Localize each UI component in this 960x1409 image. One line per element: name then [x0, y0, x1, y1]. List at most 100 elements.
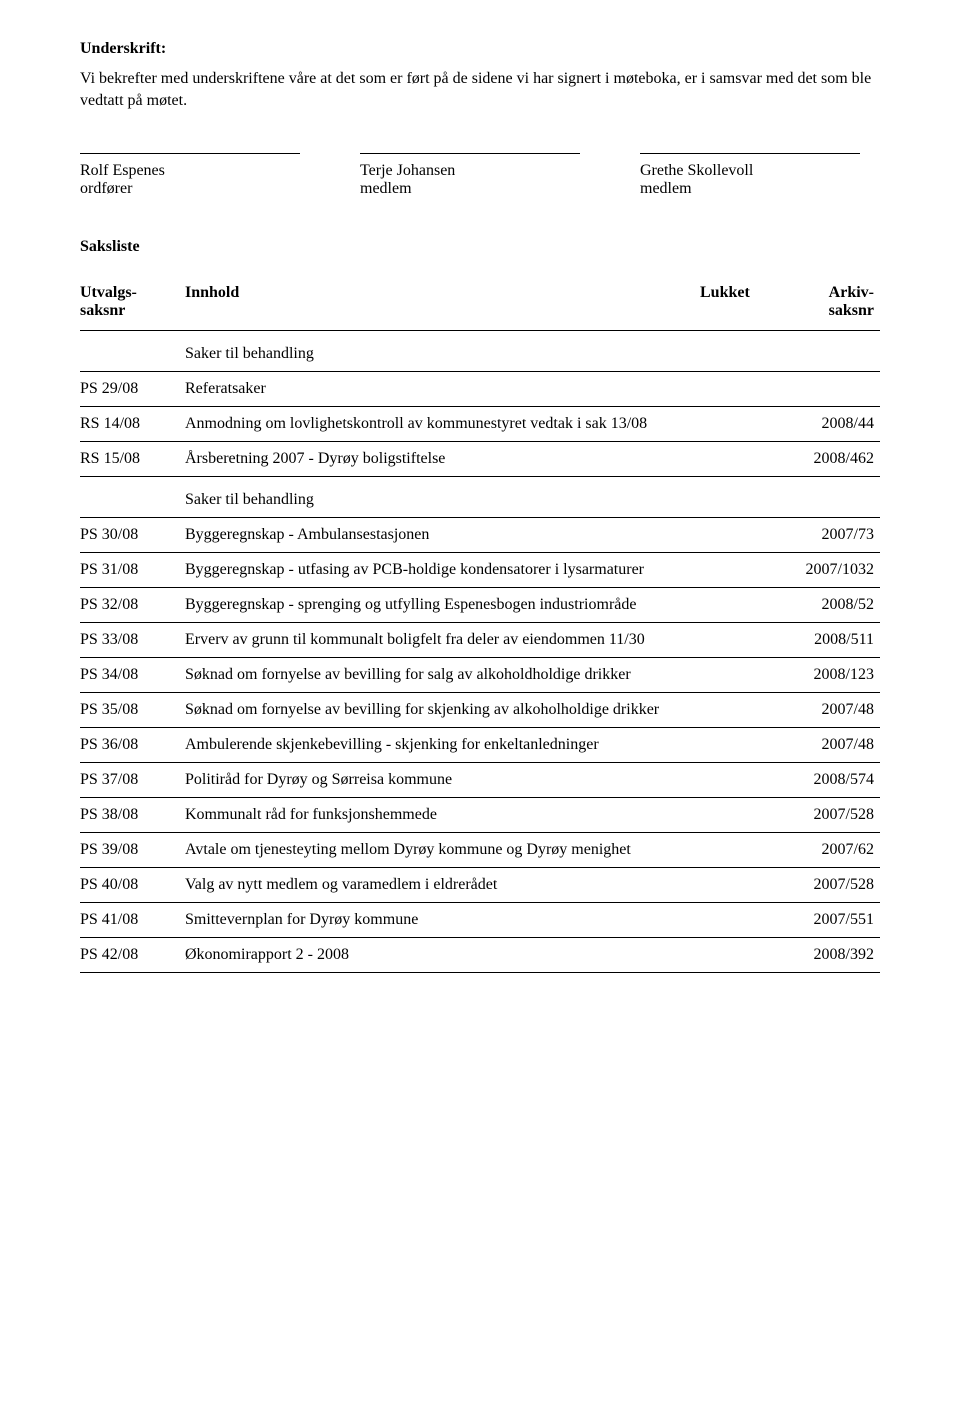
cell-innhold: Avtale om tjenesteyting mellom Dyrøy kom…	[185, 832, 700, 867]
cell-utvalg: PS 29/08	[80, 371, 185, 406]
cell-arkiv: 2007/48	[780, 727, 880, 762]
cell-arkiv: 2007/62	[780, 832, 880, 867]
cell-lukket	[700, 692, 780, 727]
cell-utvalg: PS 33/08	[80, 622, 185, 657]
section-row: Saker til behandling	[80, 476, 880, 517]
cell-utvalg: RS 14/08	[80, 406, 185, 441]
signature-names: Rolf Espenes ordfører Terje Johansen med…	[80, 162, 880, 198]
cell-innhold: Referatsaker	[185, 371, 700, 406]
cell-arkiv: 2007/73	[780, 517, 880, 552]
cell-arkiv: 2008/123	[780, 657, 880, 692]
cell-arkiv: 2007/48	[780, 692, 880, 727]
signature-lines	[80, 153, 880, 154]
cell-innhold: Årsberetning 2007 - Dyrøy boligstiftelse	[185, 441, 700, 476]
cell-utvalg: RS 15/08	[80, 441, 185, 476]
signer-name: Terje Johansen	[360, 162, 580, 180]
cell-utvalg: PS 36/08	[80, 727, 185, 762]
cell-lukket	[700, 727, 780, 762]
col-header-lukket: Lukket	[700, 276, 780, 331]
cell-lukket	[700, 902, 780, 937]
section-label: Saker til behandling	[185, 476, 700, 517]
cell-utvalg: PS 37/08	[80, 762, 185, 797]
signature-line	[640, 153, 860, 154]
cell-arkiv: 2008/574	[780, 762, 880, 797]
underskrift-heading: Underskrift:	[80, 40, 880, 58]
cell-utvalg: PS 34/08	[80, 657, 185, 692]
table-row: PS 30/08 Byggeregnskap - Ambulansestasjo…	[80, 517, 880, 552]
signer-role: ordfører	[80, 180, 300, 198]
saksliste-heading: Saksliste	[80, 238, 880, 256]
cell-lukket	[700, 517, 780, 552]
table-row: PS 37/08 Politiråd for Dyrøy og Sørreisa…	[80, 762, 880, 797]
signer-role: medlem	[640, 180, 860, 198]
table-row: PS 33/08 Erverv av grunn til kommunalt b…	[80, 622, 880, 657]
cell-innhold: Ambulerende skjenkebevilling - skjenking…	[185, 727, 700, 762]
cell-innhold: Valg av nytt medlem og varamedlem i eldr…	[185, 867, 700, 902]
table-row: PS 42/08 Økonomirapport 2 - 2008 2008/39…	[80, 937, 880, 972]
cell-arkiv: 2007/528	[780, 867, 880, 902]
signature-col: Grethe Skollevoll medlem	[640, 162, 860, 198]
cell-innhold: Byggeregnskap - sprenging og utfylling E…	[185, 587, 700, 622]
cell-utvalg: PS 39/08	[80, 832, 185, 867]
cell-innhold: Smittevernplan for Dyrøy kommune	[185, 902, 700, 937]
table-row: PS 36/08 Ambulerende skjenkebevilling - …	[80, 727, 880, 762]
saksliste-table: Utvalgs- saksnr Innhold Lukket Arkiv- sa…	[80, 276, 880, 973]
signature-col: Terje Johansen medlem	[360, 162, 580, 198]
cell-arkiv: 2008/462	[780, 441, 880, 476]
signer-name: Grethe Skollevoll	[640, 162, 860, 180]
cell-utvalg: PS 32/08	[80, 587, 185, 622]
cell-lukket	[700, 371, 780, 406]
table-row: PS 34/08 Søknad om fornyelse av bevillin…	[80, 657, 880, 692]
cell-utvalg: PS 41/08	[80, 902, 185, 937]
cell-innhold: Politiråd for Dyrøy og Sørreisa kommune	[185, 762, 700, 797]
col-header-text: saksnr	[829, 302, 874, 319]
cell-lukket	[700, 441, 780, 476]
cell-lukket	[700, 587, 780, 622]
cell-lukket	[700, 657, 780, 692]
cell-arkiv: 2008/511	[780, 622, 880, 657]
table-row: PS 31/08 Byggeregnskap - utfasing av PCB…	[80, 552, 880, 587]
cell-lukket	[700, 832, 780, 867]
cell-innhold: Søknad om fornyelse av bevilling for sal…	[185, 657, 700, 692]
cell-utvalg: PS 30/08	[80, 517, 185, 552]
underskrift-intro: Vi bekrefter med underskriftene våre at …	[80, 68, 880, 113]
signature-line	[360, 153, 580, 154]
signer-name: Rolf Espenes	[80, 162, 300, 180]
cell-innhold: Anmodning om lovlighetskontroll av kommu…	[185, 406, 700, 441]
cell-lukket	[700, 867, 780, 902]
table-row: PS 40/08 Valg av nytt medlem og varamedl…	[80, 867, 880, 902]
cell-lukket	[700, 762, 780, 797]
cell-arkiv: 2007/1032	[780, 552, 880, 587]
section-label: Saker til behandling	[185, 330, 700, 371]
table-row: PS 41/08 Smittevernplan for Dyrøy kommun…	[80, 902, 880, 937]
signer-role: medlem	[360, 180, 580, 198]
col-header-utvalg: Utvalgs- saksnr	[80, 276, 185, 331]
table-body: Saker til behandling PS 29/08 Referatsak…	[80, 330, 880, 972]
table-row: RS 15/08 Årsberetning 2007 - Dyrøy bolig…	[80, 441, 880, 476]
cell-arkiv: 2007/528	[780, 797, 880, 832]
document-page: Underskrift: Vi bekrefter med underskrif…	[0, 0, 960, 1409]
table-header-row: Utvalgs- saksnr Innhold Lukket Arkiv- sa…	[80, 276, 880, 331]
cell-utvalg: PS 31/08	[80, 552, 185, 587]
col-header-innhold: Innhold	[185, 276, 700, 331]
cell-arkiv: 2008/52	[780, 587, 880, 622]
table-row: PS 35/08 Søknad om fornyelse av bevillin…	[80, 692, 880, 727]
cell-lukket	[700, 622, 780, 657]
table-row: PS 32/08 Byggeregnskap - sprenging og ut…	[80, 587, 880, 622]
cell-arkiv: 2007/551	[780, 902, 880, 937]
cell-lukket	[700, 552, 780, 587]
cell-innhold: Byggeregnskap - utfasing av PCB-holdige …	[185, 552, 700, 587]
signature-line	[80, 153, 300, 154]
cell-arkiv: 2008/392	[780, 937, 880, 972]
table-row: PS 38/08 Kommunalt råd for funksjonshemm…	[80, 797, 880, 832]
section-row: Saker til behandling	[80, 330, 880, 371]
cell-lukket	[700, 406, 780, 441]
col-header-text: Utvalgs-	[80, 284, 137, 301]
table-row: RS 14/08 Anmodning om lovlighetskontroll…	[80, 406, 880, 441]
col-header-text: saksnr	[80, 302, 125, 319]
table-row: PS 39/08 Avtale om tjenesteyting mellom …	[80, 832, 880, 867]
table-row: PS 29/08 Referatsaker	[80, 371, 880, 406]
cell-innhold: Økonomirapport 2 - 2008	[185, 937, 700, 972]
cell-innhold: Byggeregnskap - Ambulansestasjonen	[185, 517, 700, 552]
cell-arkiv: 2008/44	[780, 406, 880, 441]
